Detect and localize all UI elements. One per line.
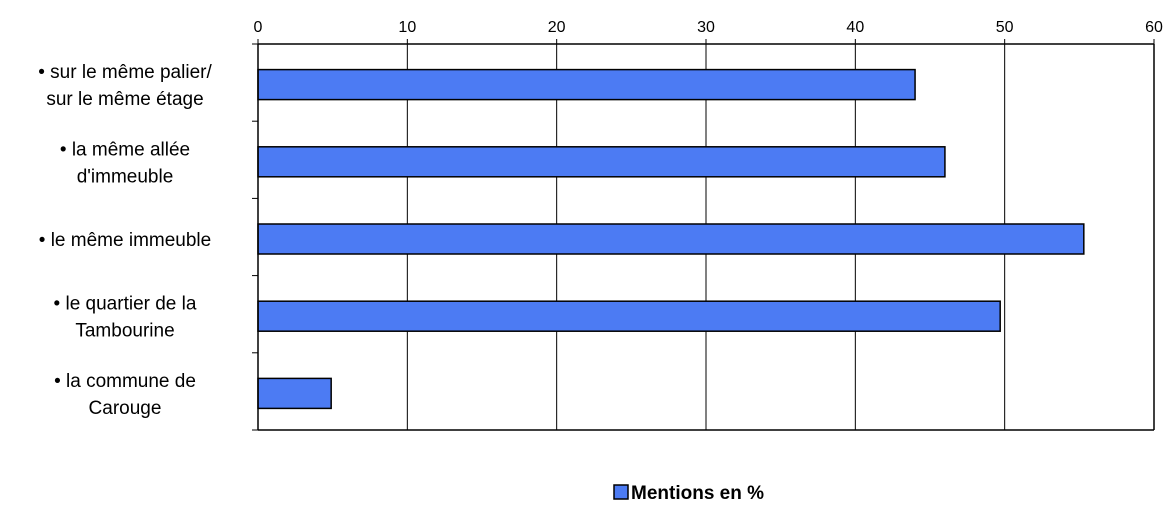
category-label: • sur le même palier/sur le même étage <box>38 62 212 110</box>
bar <box>257 377 332 410</box>
labels: 0 10 20 30 40 50 60 • sur le même palier/sur le… <box>38 19 1163 419</box>
bar <box>257 223 1085 255</box>
bar <box>257 146 946 178</box>
bar <box>257 300 1001 332</box>
category-label: • le quartier de la Tambourine <box>54 294 197 342</box>
axes <box>252 39 1155 431</box>
legend-swatch <box>613 484 629 500</box>
category-label: • le même immeuble <box>39 230 211 251</box>
x-tick-label-20: 20 <box>548 19 566 36</box>
x-tick-label-0: 0 <box>254 19 263 36</box>
category-label: • la commune de Carouge <box>54 371 196 419</box>
x-tick-label-60: 60 <box>1145 19 1163 36</box>
x-tick-label-30: 30 <box>697 19 715 36</box>
bars <box>257 68 1085 410</box>
legend-label: Mentions en % <box>631 483 764 504</box>
x-tick-label-10: 10 <box>398 19 416 36</box>
category-label: • la même allée d'immeuble <box>60 139 190 187</box>
bar <box>257 68 916 101</box>
x-tick-label-40: 40 <box>846 19 864 36</box>
legend: Mentions en % <box>613 483 764 504</box>
x-tick-label-50: 50 <box>996 19 1014 36</box>
